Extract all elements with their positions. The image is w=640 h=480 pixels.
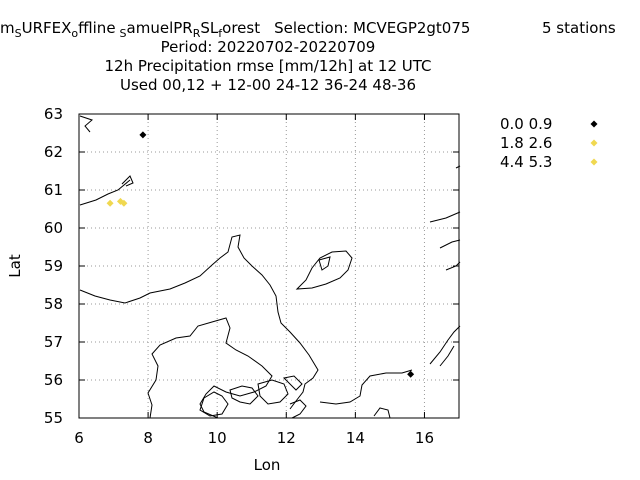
data-point <box>120 199 128 207</box>
y-tick-label: 57 <box>44 333 63 351</box>
x-tick-label: 10 <box>208 429 227 447</box>
x-tick-label: 12 <box>277 429 296 447</box>
y-tick-label: 55 <box>44 409 63 427</box>
y-tick-label: 58 <box>44 295 63 313</box>
legend-marker <box>590 120 598 128</box>
chart-title-line-4: Used 00,12 + 12-00 24-12 36-24 48-36 <box>120 76 416 94</box>
data-point <box>139 131 147 139</box>
data-point <box>407 370 415 378</box>
x-tick-label: 6 <box>74 429 84 447</box>
y-tick-label: 63 <box>44 105 63 123</box>
y-tick-label: 59 <box>44 257 63 275</box>
legend-label: 1.8 2.6 <box>500 134 552 152</box>
chart-title-line-1: mSURFEXoffline SamuelPRRSLforest Selection… <box>0 19 470 40</box>
y-tick-label: 56 <box>44 371 63 389</box>
x-tick-label: 14 <box>346 429 365 447</box>
y-tick-label: 60 <box>44 219 63 237</box>
x-tick-label: 8 <box>143 429 153 447</box>
data-point <box>106 199 114 207</box>
y-tick-label: 61 <box>44 181 63 199</box>
legend-label: 0.0 0.9 <box>500 115 552 133</box>
legend-marker <box>590 139 598 147</box>
coastline-map <box>79 115 461 419</box>
stations-count: 5 stations <box>542 19 616 37</box>
x-axis-label: Lon <box>254 456 281 474</box>
legend-marker <box>590 158 598 166</box>
axes: 6 8 10 12 14 16 55 56 57 58 59 60 61 62 63 <box>44 105 460 447</box>
x-tick-label: 16 <box>415 429 434 447</box>
y-tick-label: 62 <box>44 143 63 161</box>
legend: 0.0 0.91.8 2.64.4 5.3 <box>500 115 598 171</box>
chart-title-line-3: 12h Precipitation rmse [mm/12h] at 12 UT… <box>105 57 432 75</box>
y-axis-label: Lat <box>6 254 24 278</box>
chart-title-line-2: Period: 20220702-20220709 <box>161 38 376 56</box>
legend-label: 4.4 5.3 <box>500 153 552 171</box>
data-points <box>106 131 415 378</box>
